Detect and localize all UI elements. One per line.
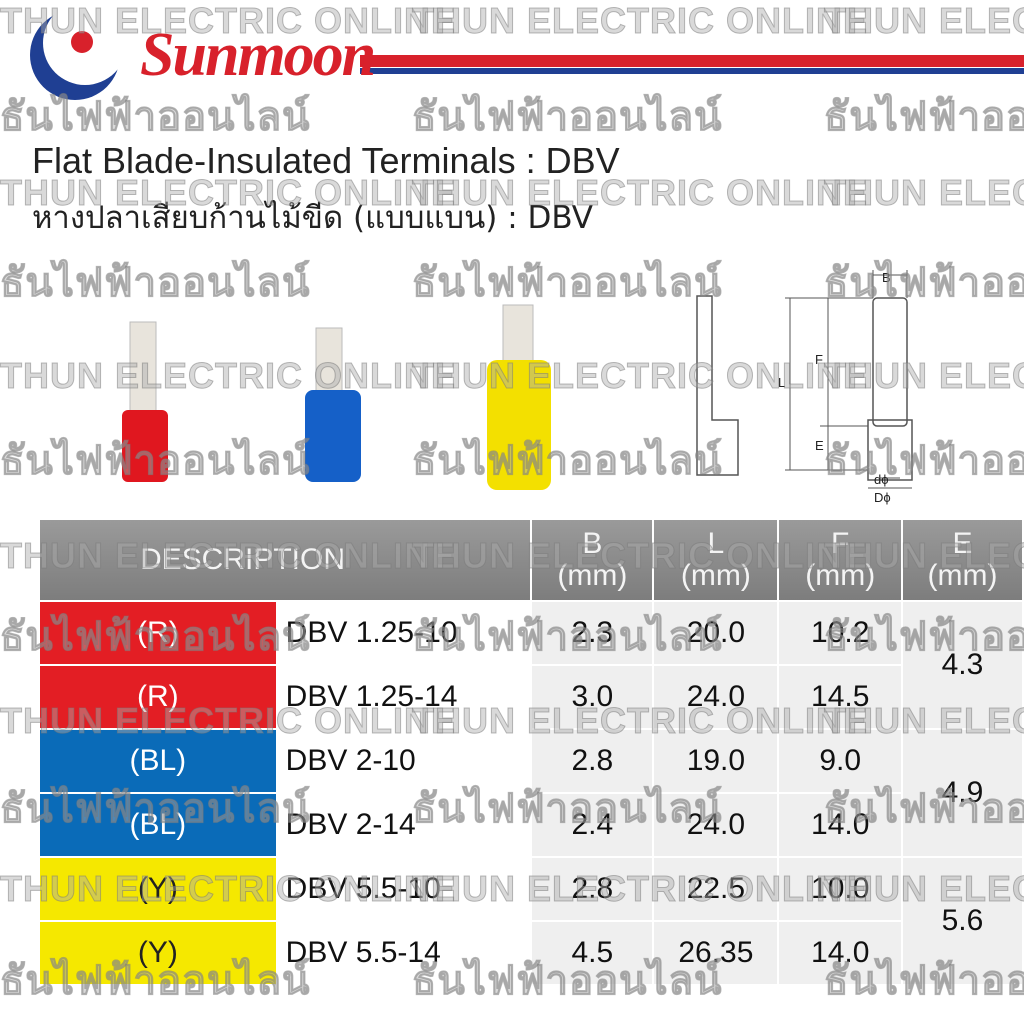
value-cell: 3.0 xyxy=(530,664,655,730)
logo-sun xyxy=(71,31,93,53)
color-cell: (Y) xyxy=(38,920,278,986)
row: (Y) DBV 5.5-10 2.8 22.5 10.0 5.6 xyxy=(38,856,1024,986)
model-cell: DBV 1.25-14 xyxy=(275,664,533,730)
header-unit: (mm) xyxy=(680,559,751,592)
value-cell: 2.8 xyxy=(530,856,655,922)
red-sleeve xyxy=(122,410,168,482)
value-cell: 24.0 xyxy=(652,664,780,730)
dim-label: F xyxy=(815,352,823,367)
row: (BL) DBV 2-10 2.8 19.0 9.0 4.9 xyxy=(38,728,1024,858)
header-name: F xyxy=(831,527,850,560)
header-name: B xyxy=(582,527,603,560)
dim-label: Dϕ xyxy=(874,490,891,505)
header-name: E xyxy=(952,527,973,560)
value-cell: 2.3 xyxy=(530,600,655,666)
header-unit: (mm) xyxy=(927,559,998,592)
value-cell: 2.8 xyxy=(530,728,655,794)
e-cell: 4.3 xyxy=(900,600,1024,730)
color-cell: (BL) xyxy=(38,728,278,794)
yellow-sleeve xyxy=(487,360,551,490)
header-name: L xyxy=(707,527,725,560)
front-barrel xyxy=(867,419,913,481)
dim-label: dϕ xyxy=(874,472,889,487)
e-cell: 5.6 xyxy=(900,856,1024,986)
color-cell: (R) xyxy=(38,600,278,666)
value-cell: 10.2 xyxy=(777,600,903,666)
model-cell: DBV 5.5-10 xyxy=(275,856,533,922)
model-cell: DBV 1.25-10 xyxy=(275,600,533,666)
value-cell: 24.0 xyxy=(652,792,780,858)
header-row: DESCRIPTION B (mm) L (mm) F (mm) E (mm) xyxy=(37,518,1024,602)
row: (R) DBV 1.25-14 3.0 24.0 14.5 xyxy=(38,664,1023,730)
table-body: (R) DBV 1.25-10 2.3 20.0 10.2 4.3 (R) DBV 1.25-… xyxy=(38,600,1024,986)
value-cell: 14.0 xyxy=(777,792,903,858)
side-view xyxy=(696,295,739,476)
blue-sleeve xyxy=(305,390,361,482)
brand: Sunmoon xyxy=(140,21,376,89)
front-view xyxy=(872,297,908,427)
stripe-blue xyxy=(360,68,1024,74)
value-cell: 9.0 xyxy=(777,728,903,794)
header-unit: (mm) xyxy=(557,559,628,592)
header-cell: E (mm) xyxy=(900,518,1024,602)
header-cell: DESCRIPTION xyxy=(37,518,533,602)
value-cell: 19.0 xyxy=(652,728,780,794)
e-cell: 4.9 xyxy=(900,728,1024,858)
value-cell: 2.4 xyxy=(530,792,655,858)
header-cell: F (mm) xyxy=(777,518,903,602)
spec-table: DESCRIPTION B (mm) L (mm) F (mm) E (mm) (R) D… xyxy=(37,518,1024,986)
model-cell: DBV 2-10 xyxy=(275,728,533,794)
value-cell: 10.0 xyxy=(777,856,903,922)
value-cell: 14.5 xyxy=(777,664,903,730)
dimension-lines xyxy=(785,270,912,489)
header-cell: L (mm) xyxy=(652,518,780,602)
header-unit: (mm) xyxy=(805,559,876,592)
model-cell: DBV 2-14 xyxy=(275,792,533,858)
value-cell: 14.0 xyxy=(777,920,903,986)
subtitle: หางปลาเสียบก้านไม้ขีด (แบบแบน) : DBV xyxy=(32,200,593,236)
color-cell: (BL) xyxy=(38,792,278,858)
value-cell: 26.35 xyxy=(652,920,780,986)
header-cell: B (mm) xyxy=(530,518,655,602)
value-cell: 22.5 xyxy=(652,856,780,922)
row: (BL) DBV 2-14 2.4 24.0 14.0 xyxy=(38,792,1023,858)
dim-label: E xyxy=(815,438,824,453)
row: (Y) DBV 5.5-14 4.5 26.35 14.0 xyxy=(38,920,1023,986)
dim-label: B xyxy=(882,270,891,285)
row: (R) DBV 1.25-10 2.3 20.0 10.2 4.3 xyxy=(38,600,1024,730)
stripe-red xyxy=(360,55,1024,67)
value-cell: 4.5 xyxy=(530,920,655,986)
value-cell: 20.0 xyxy=(652,600,780,666)
title: Flat Blade-Insulated Terminals : DBV xyxy=(32,140,620,181)
color-cell: (R) xyxy=(38,664,278,730)
color-cell: (Y) xyxy=(38,856,278,922)
dim-label: L xyxy=(778,375,786,390)
model-cell: DBV 5.5-14 xyxy=(275,920,533,986)
